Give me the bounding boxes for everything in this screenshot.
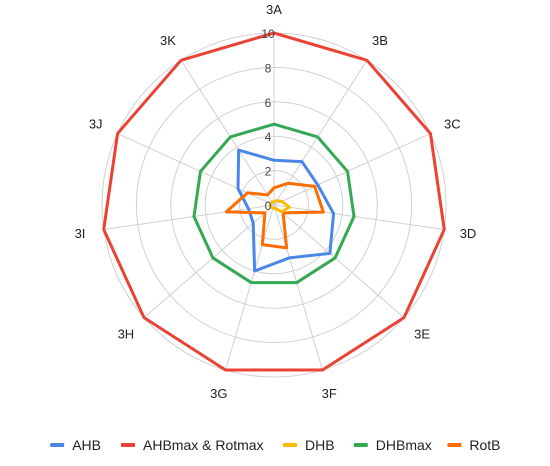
legend-label-ahb: AHB (72, 437, 101, 453)
axis-label-3I: 3I (75, 226, 86, 241)
legend-item-dhbmax: DHBmax (353, 437, 432, 453)
legend-marker-ahb (50, 443, 65, 447)
axis-label-3E: 3E (414, 326, 430, 341)
legend-item-ahbmax-rotmax: AHBmax & Rotmax (121, 437, 264, 453)
tick-label-4: 4 (265, 130, 272, 144)
tick-label-2: 2 (265, 165, 272, 179)
series-line-dhb (269, 199, 291, 214)
axis-labels: 3A 3B 3C 3D 3E 3F 3G 3H 3I 3J 3K (75, 2, 477, 401)
axis-label-3D: 3D (460, 226, 477, 241)
spoke-3K (180, 60, 275, 206)
spoke-3E (273, 204, 405, 319)
spoke-3C (273, 133, 431, 206)
spoke-3D (273, 204, 445, 230)
legend-item-ahb: AHB (50, 437, 101, 453)
series-line-ahbmax-rotmax (102, 31, 446, 372)
legend-item-rotb: RotB (447, 437, 501, 453)
series-line-ahb (236, 148, 336, 273)
axis-label-3K: 3K (160, 33, 176, 48)
tick-labels: 0 2 4 6 8 10 (261, 27, 275, 213)
axis-label-3G: 3G (210, 386, 227, 401)
axis-label-3B: 3B (372, 33, 388, 48)
legend-marker-dhb (283, 443, 297, 447)
tick-label-0: 0 (265, 199, 272, 213)
legend-label-dhbmax: DHBmax (376, 437, 432, 453)
axis-label-3A: 3A (266, 2, 282, 17)
axis-label-3J: 3J (89, 117, 103, 132)
legend: AHB AHBmax & Rotmax DHB DHBmax RotB (50, 437, 501, 453)
legend-marker-dhbmax (353, 443, 368, 447)
legend-marker-rotb (447, 443, 462, 447)
spoke-3G (225, 204, 275, 371)
axis-label-3C: 3C (444, 117, 461, 132)
legend-marker-ahbmax-rotmax (121, 443, 135, 447)
axis-label-3F: 3F (322, 386, 337, 401)
tick-label-8: 8 (265, 61, 272, 75)
series-line-rotb (224, 181, 325, 250)
legend-item-dhb: DHB (283, 437, 335, 453)
spoke-3I (103, 204, 275, 230)
spoke-3F (273, 204, 323, 371)
series-line-dhbmax (192, 122, 356, 285)
series-layer (102, 31, 446, 372)
spoke-3B (273, 60, 368, 206)
axis-label-3H: 3H (118, 326, 135, 341)
legend-label-dhb: DHB (305, 437, 335, 453)
tick-label-6: 6 (265, 96, 272, 110)
legend-label-rotb: RotB (469, 437, 500, 453)
tick-label-10: 10 (261, 27, 275, 41)
legend-label-ahbmax-rotmax: AHBmax & Rotmax (143, 437, 264, 453)
